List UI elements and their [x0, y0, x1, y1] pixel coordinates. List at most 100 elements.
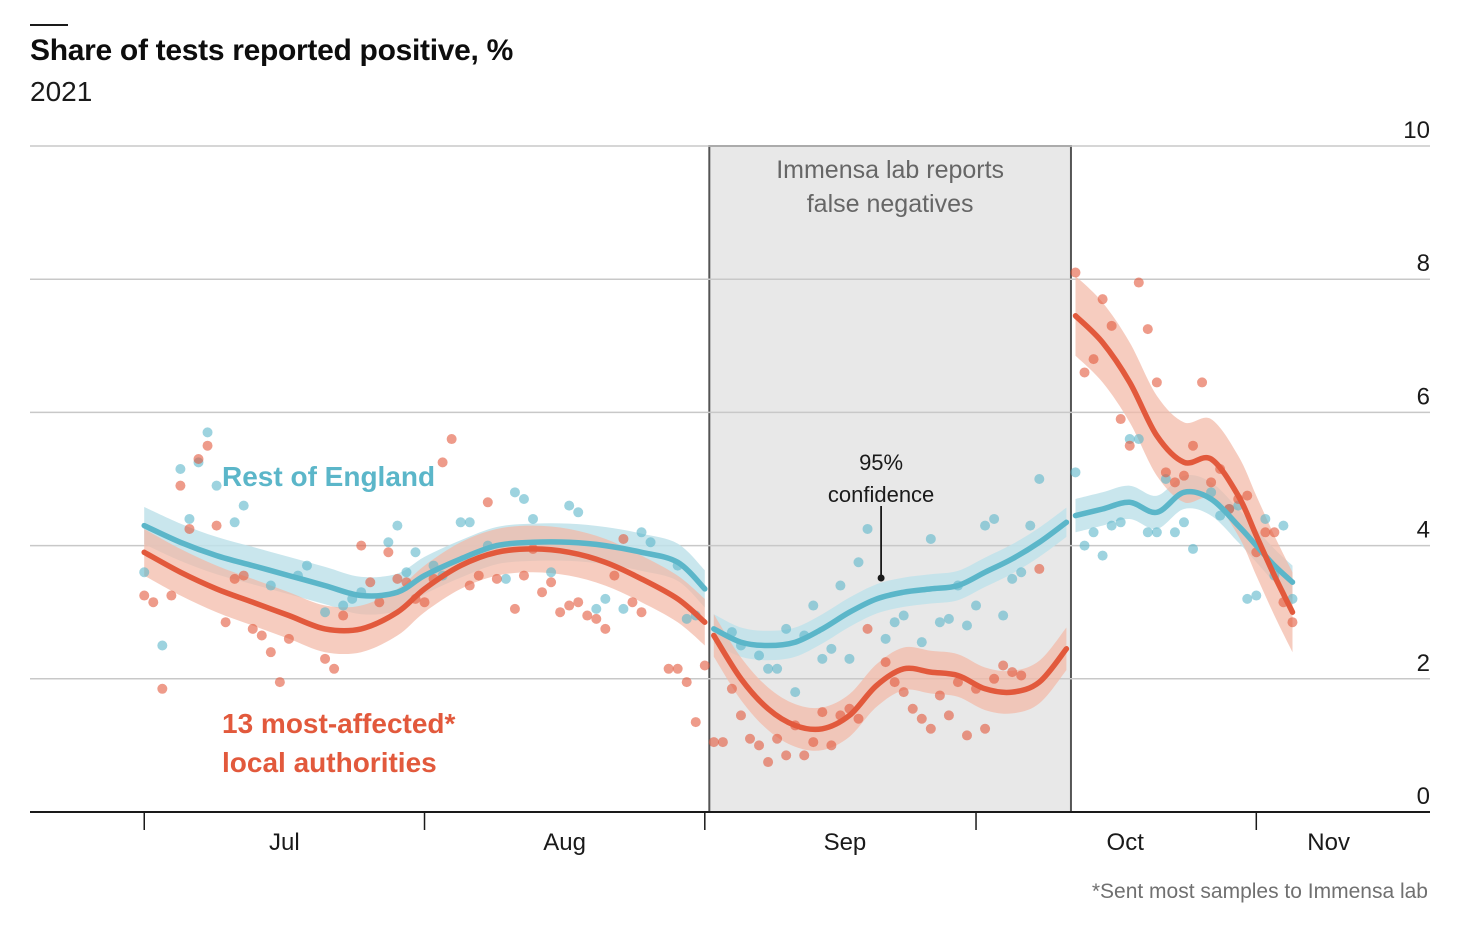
data-point-affected: [1034, 563, 1045, 574]
data-point-rest: [238, 500, 249, 511]
data-point-rest: [1242, 593, 1253, 604]
data-point-affected: [609, 570, 620, 581]
data-point-rest: [1251, 590, 1262, 601]
data-point-affected: [1070, 267, 1081, 278]
series-line-rest: [711, 519, 1070, 649]
data-point-affected: [464, 580, 475, 591]
data-point-rest: [401, 567, 412, 578]
data-point-affected: [907, 703, 918, 714]
data-point-rest: [184, 513, 195, 524]
data-point-rest: [781, 623, 792, 634]
data-point-affected: [365, 577, 376, 588]
data-point-affected: [826, 740, 837, 751]
data-point-affected: [1160, 467, 1171, 478]
data-point-rest: [383, 537, 394, 548]
data-point-affected: [853, 713, 864, 724]
data-point-affected: [745, 733, 755, 744]
data-point-affected: [1133, 277, 1144, 288]
chart-title: Share of tests reported positive, %: [30, 34, 513, 67]
data-point-rest: [1151, 527, 1162, 538]
data-point-affected: [672, 663, 683, 674]
data-point-rest: [636, 527, 647, 538]
data-point-affected: [980, 723, 991, 734]
data-point-affected: [274, 677, 285, 688]
data-point-rest: [898, 610, 909, 621]
data-point-affected: [256, 630, 267, 641]
data-point-rest: [564, 500, 575, 511]
data-point-affected: [220, 617, 231, 628]
data-point-affected: [211, 520, 222, 531]
data-point-affected: [573, 597, 584, 608]
data-point-affected: [582, 610, 593, 621]
confidence-annotation: 95%: [859, 450, 903, 475]
data-point-rest: [301, 560, 312, 571]
series-line-rest: [141, 522, 708, 599]
data-point-affected: [265, 647, 276, 658]
confidence-band-rest: [713, 507, 1067, 661]
data-point-affected: [690, 717, 701, 728]
data-point-rest: [229, 517, 240, 528]
data-point-affected: [1016, 670, 1027, 681]
data-point-affected: [148, 597, 159, 608]
data-point-affected: [175, 480, 186, 491]
title-rule: [30, 24, 68, 26]
data-point-affected: [329, 663, 340, 674]
data-point-rest: [754, 650, 765, 661]
data-point-affected: [754, 740, 765, 751]
data-point-affected: [717, 737, 728, 748]
data-point-affected: [157, 683, 168, 694]
data-point-rest: [338, 600, 349, 611]
data-point-affected: [943, 710, 954, 721]
data-point-affected: [889, 677, 900, 688]
x-tick-label: Jul: [269, 829, 300, 856]
data-point-affected: [546, 577, 557, 588]
data-point-affected: [600, 623, 611, 634]
data-point-affected: [1287, 617, 1298, 628]
data-point-affected: [473, 570, 484, 581]
data-point-affected: [1206, 477, 1217, 488]
data-point-affected: [961, 730, 972, 741]
data-point-rest: [509, 487, 520, 498]
data-point-rest: [844, 653, 855, 664]
data-point-rest: [1115, 517, 1126, 528]
data-point-rest: [943, 613, 954, 624]
data-point-affected: [998, 660, 1009, 671]
data-point-rest: [790, 687, 801, 698]
data-point-affected: [708, 737, 719, 748]
data-point-affected: [1079, 367, 1090, 378]
series-line-affected: [141, 546, 708, 634]
data-point-affected: [1124, 440, 1135, 451]
data-point-rest: [853, 557, 864, 568]
data-point-rest: [1215, 510, 1226, 521]
data-point-affected: [537, 587, 548, 598]
data-point-affected: [726, 683, 737, 694]
data-point-affected: [338, 610, 349, 621]
data-point-rest: [546, 567, 557, 578]
data-point-rest: [528, 513, 539, 524]
data-point-rest: [880, 633, 891, 644]
data-point-affected: [763, 757, 774, 768]
data-point-rest: [464, 517, 475, 528]
data-point-rest: [989, 513, 1000, 524]
data-point-affected: [1007, 667, 1018, 678]
x-tick-label: Oct: [1107, 829, 1145, 856]
data-point-rest: [835, 580, 846, 591]
data-point-affected: [320, 653, 331, 664]
shaded-period-label: Immensa lab reports: [776, 156, 1004, 184]
chart-subtitle: 2021: [30, 76, 93, 107]
data-point-affected: [229, 573, 240, 584]
data-point-affected: [952, 677, 963, 688]
confidence-annotation: confidence: [828, 482, 934, 507]
data-point-affected: [1151, 377, 1162, 388]
data-point-affected: [193, 454, 204, 465]
data-point-rest: [961, 620, 972, 631]
x-tick-label: Aug: [543, 829, 586, 856]
data-point-rest: [1007, 573, 1018, 584]
data-point-affected: [1169, 477, 1180, 488]
data-point-affected: [1178, 470, 1189, 481]
data-point-rest: [573, 507, 584, 518]
data-point-affected: [925, 723, 936, 734]
data-point-rest: [681, 613, 692, 624]
data-point-affected: [1097, 294, 1108, 305]
